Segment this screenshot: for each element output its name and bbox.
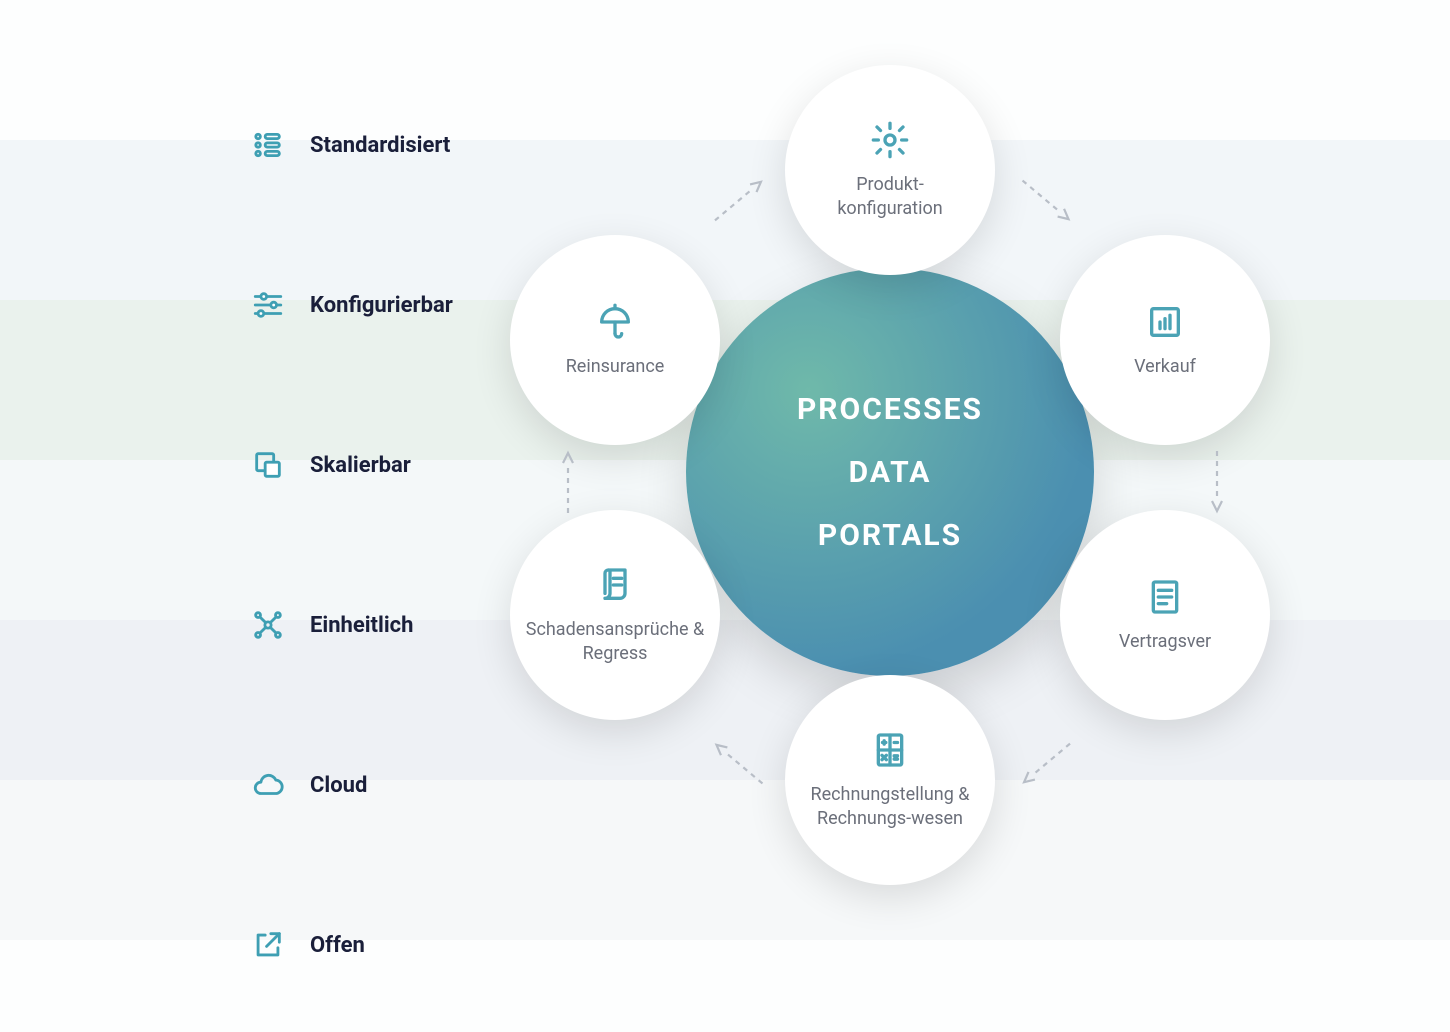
arrow-vertragsver-rechnung [1010, 730, 1079, 793]
node-reinsurance: Reinsurance [510, 235, 720, 445]
node-label: Produkt- konfiguration [823, 173, 956, 222]
list-icon [250, 127, 286, 163]
arrow-verkauf-vertragsver [1203, 447, 1227, 517]
node-label: Schadensansprüche & Regress [510, 618, 720, 667]
scroll-icon [594, 564, 636, 606]
center-text-1: PROCESSES [797, 392, 983, 427]
feature-offen: Offen [250, 865, 453, 1025]
feature-konfigurierbar: Konfigurierbar [250, 225, 453, 385]
node-label: Rechnungstellung & Rechnungs-wesen [785, 783, 995, 832]
feature-label: Offen [310, 933, 365, 958]
process-cycle-diagram: PROCESSES DATA PORTALS Produkt- konfigur… [480, 55, 1300, 975]
feature-label: Einheitlich [310, 613, 413, 638]
feature-label: Konfigurierbar [310, 293, 453, 318]
calculator-icon [869, 729, 911, 771]
center-text-3: PORTALS [818, 518, 962, 553]
node-produkt: Produkt- konfiguration [785, 65, 995, 275]
arrow-rechnung-schaden [705, 730, 774, 793]
node-label: Vertragsver [1105, 630, 1225, 654]
arrow-produkt-verkauf [1010, 170, 1079, 233]
feature-standardisiert: Standardisiert [250, 65, 453, 225]
copy-icon [250, 447, 286, 483]
external-icon [250, 927, 286, 963]
feature-label: Standardisiert [310, 133, 450, 158]
center-text-2: DATA [849, 455, 932, 490]
node-verkauf: Verkauf [1060, 235, 1270, 445]
node-schaden: Schadensansprüche & Regress [510, 510, 720, 720]
sliders-icon [250, 287, 286, 323]
node-label: Reinsurance [552, 355, 679, 379]
feature-cloud: Cloud [250, 705, 453, 865]
gear-icon [869, 119, 911, 161]
infographic-container: Standardisiert Konfigurierbar Skalierbar Ei… [0, 0, 1450, 1032]
arrow-schaden-reinsurance [558, 447, 582, 517]
features-list: Standardisiert Konfigurierbar Skalierbar Ei… [250, 65, 453, 1025]
network-icon [250, 607, 286, 643]
document-icon [1144, 576, 1186, 618]
cloud-icon [250, 767, 286, 803]
umbrella-icon [594, 301, 636, 343]
feature-einheitlich: Einheitlich [250, 545, 453, 705]
center-circle: PROCESSES DATA PORTALS [686, 268, 1094, 676]
node-rechnung: Rechnungstellung & Rechnungs-wesen [785, 675, 995, 885]
chart-icon [1144, 301, 1186, 343]
feature-label: Skalierbar [310, 453, 411, 478]
node-vertragsver: Vertragsver [1060, 510, 1270, 720]
node-label: Verkauf [1120, 355, 1210, 379]
feature-label: Cloud [310, 773, 367, 798]
arrow-reinsurance-produkt [705, 170, 774, 233]
feature-skalierbar: Skalierbar [250, 385, 453, 545]
